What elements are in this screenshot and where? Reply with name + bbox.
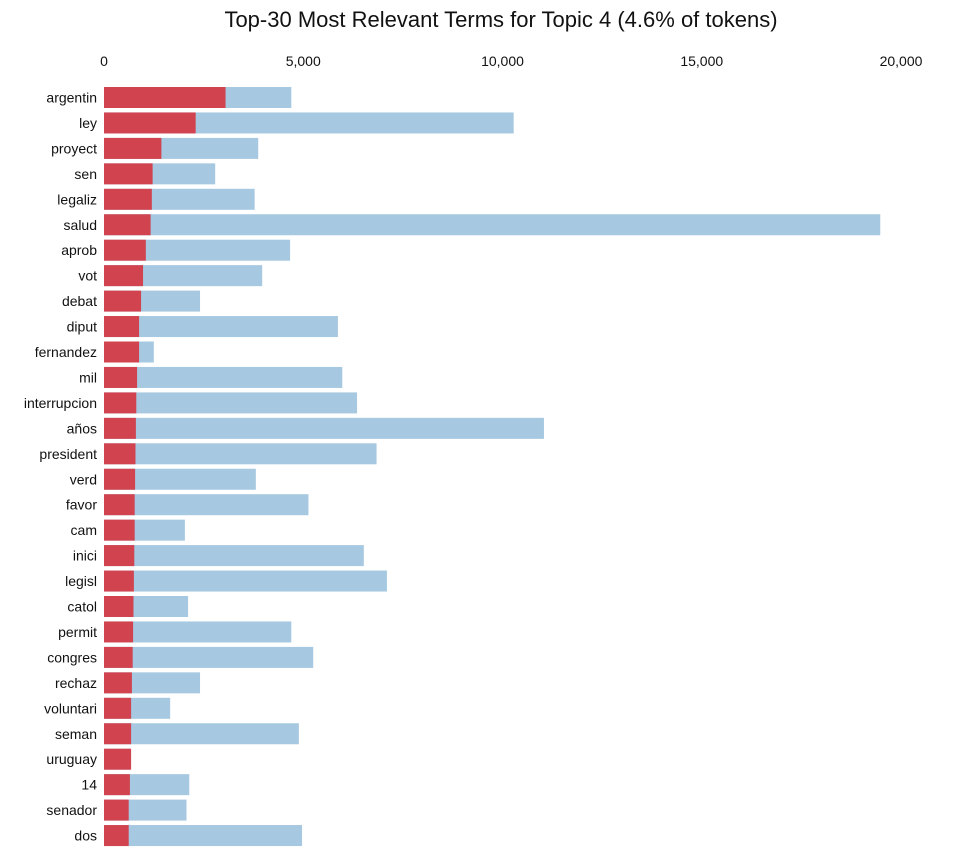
overall-frequency-bar (104, 112, 514, 134)
chart-title: Top-30 Most Relevant Terms for Topic 4 (… (224, 7, 777, 32)
topic-frequency-bar (104, 519, 135, 541)
overall-frequency-bar (104, 214, 881, 236)
term-label: fernandez (35, 344, 97, 360)
term-label: seman (55, 726, 97, 742)
term-label: legaliz (57, 191, 97, 207)
term-label: debat (62, 293, 97, 309)
term-label: president (39, 446, 97, 462)
overall-frequency-bar (104, 723, 299, 745)
term-label: aprob (61, 242, 97, 258)
topic-frequency-bars (104, 87, 226, 847)
term-label: interrupcion (24, 395, 97, 411)
term-label: voluntari (44, 700, 97, 716)
overall-frequency-bar (104, 443, 377, 465)
topic-frequency-bar (104, 163, 153, 185)
topic-frequency-bar (104, 265, 144, 287)
overall-frequency-bar (104, 366, 343, 388)
term-label: dos (74, 828, 97, 844)
topic-frequency-bar (104, 112, 196, 134)
term-label: mil (79, 369, 97, 385)
overall-frequency-bar (104, 316, 338, 338)
topic-frequency-bar (104, 646, 133, 668)
topic-frequency-bar (104, 239, 146, 261)
overall-frequency-bar (104, 621, 292, 643)
term-label: sen (74, 166, 97, 182)
x-tick-label: 0 (100, 53, 108, 69)
x-tick-label: 5,000 (286, 53, 321, 69)
term-label: permit (58, 624, 97, 640)
overall-frequency-bar (104, 392, 358, 414)
topic-frequency-bar (104, 341, 140, 363)
x-tick-label: 10,000 (481, 53, 524, 69)
topic-frequency-bar (104, 87, 226, 108)
overall-frequency-bar (104, 646, 314, 668)
term-labels: argentin ley proyect sen legaliz salud aprob vo… (24, 90, 97, 844)
term-label: legisl (65, 573, 97, 589)
topic-frequency-bar (104, 316, 140, 338)
term-label: uruguay (46, 751, 97, 767)
topic-frequency-bar (104, 290, 142, 312)
topic-frequency-bar (104, 672, 132, 694)
term-label: diput (67, 319, 97, 335)
topic-frequency-bar (104, 799, 129, 821)
topic-frequency-bar (104, 697, 132, 719)
x-tick-label: 15,000 (680, 53, 723, 69)
topic-frequency-bar (104, 570, 134, 592)
topic-frequency-bar (104, 596, 134, 617)
topic-frequency-bar (104, 494, 135, 516)
x-tick-label: 20,000 (880, 53, 923, 69)
term-label: cam (71, 522, 97, 538)
overall-frequency-bar (104, 825, 303, 847)
overall-frequency-bar (104, 417, 544, 439)
topic-frequency-bar (104, 443, 136, 465)
topic-frequency-bar (104, 417, 136, 439)
topic-frequency-bar (104, 468, 136, 490)
term-label: vot (78, 268, 97, 284)
topic-frequency-bar (104, 188, 152, 210)
topic-frequency-bar (104, 545, 135, 567)
term-label: ley (79, 115, 97, 131)
term-label: años (67, 420, 97, 436)
overall-frequency-bar (104, 265, 263, 287)
topic-frequency-bar (104, 723, 132, 745)
term-label: rechaz (55, 675, 97, 691)
overall-frequency-bar (104, 239, 291, 261)
overall-frequency-bar (104, 468, 256, 490)
topic-frequency-bar (104, 214, 151, 236)
term-label: catol (67, 599, 97, 615)
topic-frequency-bar (104, 748, 132, 770)
term-label: salud (64, 217, 97, 233)
x-axis-ticks: 0 5,000 10,000 15,000 20,000 (100, 53, 923, 69)
overall-frequency-bars (104, 87, 881, 847)
term-label: 14 (81, 777, 97, 793)
overall-frequency-bar (104, 494, 309, 516)
topic-frequency-bar (104, 825, 129, 847)
term-label: favor (66, 497, 97, 513)
term-label: verd (70, 471, 97, 487)
term-label: argentin (46, 90, 97, 106)
topic-frequency-bar (104, 621, 134, 643)
overall-frequency-bar (104, 570, 387, 592)
topic-frequency-bar (104, 137, 162, 159)
term-label: proyect (51, 140, 97, 156)
topic-frequency-bar (104, 392, 137, 414)
topic-frequency-bar (104, 774, 130, 796)
topic-frequency-bar (104, 366, 138, 388)
term-label: inici (73, 548, 97, 564)
term-label: senador (46, 802, 97, 818)
overall-frequency-bar (104, 545, 364, 567)
term-label: congres (47, 649, 97, 665)
